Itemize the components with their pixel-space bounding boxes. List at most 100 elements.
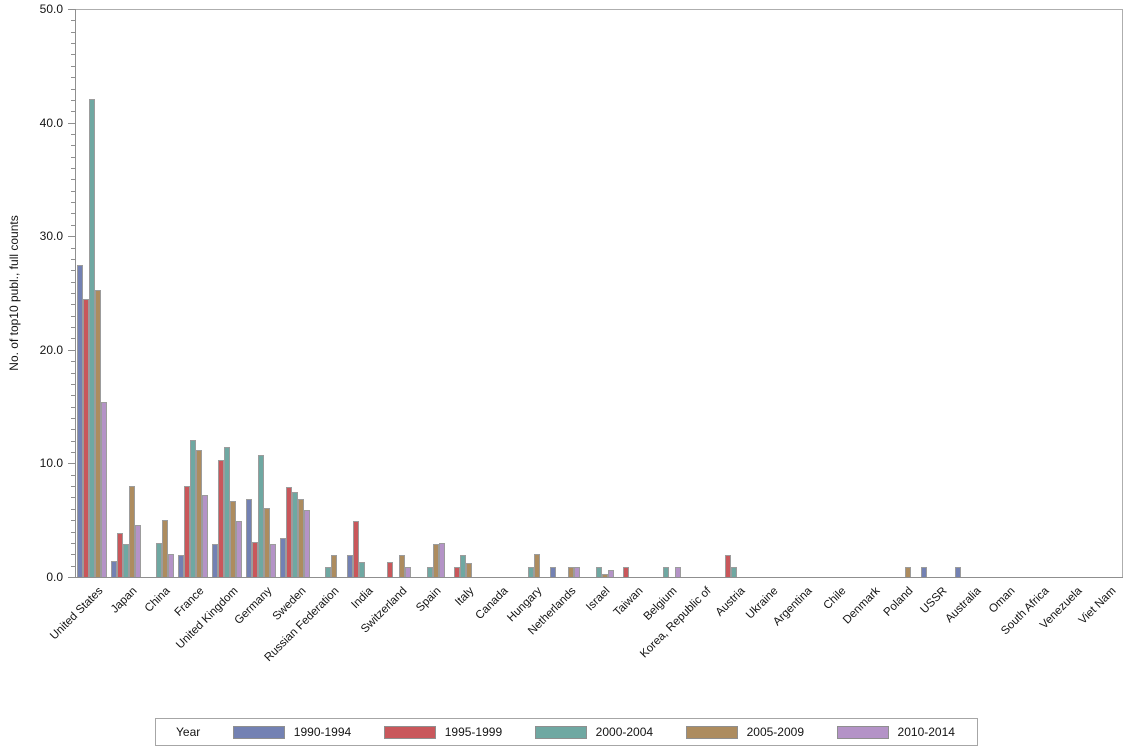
bar xyxy=(573,566,580,577)
y-minor-tick xyxy=(71,440,75,442)
bar xyxy=(466,563,473,577)
bar xyxy=(178,555,185,577)
bar xyxy=(94,289,101,577)
y-minor-tick xyxy=(71,338,75,340)
bar xyxy=(432,544,439,577)
y-minor-tick xyxy=(71,565,75,567)
legend-label: 2005-2009 xyxy=(746,725,804,739)
x-axis-label: Israel xyxy=(583,585,612,614)
y-minor-tick xyxy=(71,54,75,56)
y-minor-tick xyxy=(71,65,75,67)
x-axis-label: United States xyxy=(48,585,106,643)
bar xyxy=(251,541,258,577)
legend-swatch xyxy=(836,725,889,739)
bar xyxy=(663,566,670,577)
y-minor-tick xyxy=(71,531,75,533)
legend-label: 2010-2014 xyxy=(897,725,955,739)
bar xyxy=(404,566,411,577)
y-major-tick xyxy=(68,122,75,124)
y-minor-tick xyxy=(71,327,75,329)
x-axis-label: USSR xyxy=(918,585,950,617)
y-minor-tick xyxy=(71,190,75,192)
y-minor-tick xyxy=(71,99,75,101)
bar xyxy=(134,524,141,577)
x-axis-label: Japan xyxy=(108,585,140,616)
y-minor-tick xyxy=(71,417,75,419)
bar xyxy=(438,542,445,577)
legend-item: 2010-2014 xyxy=(836,725,955,739)
bar xyxy=(595,566,602,577)
y-minor-tick xyxy=(71,145,75,147)
y-minor-tick xyxy=(71,213,75,215)
bar xyxy=(601,574,608,577)
bar xyxy=(82,298,89,577)
y-minor-tick xyxy=(71,202,75,204)
y-minor-tick xyxy=(71,133,75,135)
bar xyxy=(359,562,366,577)
bar xyxy=(122,544,129,577)
bar xyxy=(128,486,135,577)
x-axis-line xyxy=(75,577,1123,578)
y-minor-tick xyxy=(71,508,75,510)
legend-label: 2000-2004 xyxy=(595,725,654,739)
legend-label: 1995-1999 xyxy=(444,725,503,739)
legend-item: 1995-1999 xyxy=(383,725,503,739)
bar xyxy=(223,447,230,577)
legend: Year 1990-1994 1995-1999 2000-2004 2005-200… xyxy=(155,718,978,746)
legend-swatch xyxy=(685,725,738,739)
y-minor-tick xyxy=(71,224,75,226)
y-axis-line xyxy=(75,9,76,578)
y-minor-tick xyxy=(71,31,75,33)
bar xyxy=(110,561,117,577)
y-minor-tick xyxy=(71,247,75,249)
y-major-tick xyxy=(68,236,75,238)
y-axis-title: No. of top10 publ., full counts xyxy=(7,215,21,371)
legend-item: 2000-2004 xyxy=(534,725,654,739)
bar xyxy=(76,264,83,577)
y-minor-tick xyxy=(71,372,75,374)
legend-label: 1990-1994 xyxy=(293,725,352,739)
bar xyxy=(527,566,534,577)
y-minor-tick xyxy=(71,406,75,408)
bar xyxy=(905,566,912,577)
y-minor-tick xyxy=(71,77,75,79)
bar xyxy=(190,439,197,577)
y-minor-tick xyxy=(71,395,75,397)
bar xyxy=(567,566,574,577)
y-minor-tick xyxy=(71,281,75,283)
x-axis-label: Oman xyxy=(986,585,1018,616)
y-minor-tick xyxy=(71,304,75,306)
x-axis-label: Spain xyxy=(413,585,444,615)
y-minor-tick xyxy=(71,111,75,113)
bar xyxy=(353,521,360,577)
bar xyxy=(291,491,298,577)
bar xyxy=(454,566,461,577)
y-minor-tick xyxy=(71,452,75,454)
y-minor-tick xyxy=(71,497,75,499)
y-minor-tick xyxy=(71,429,75,431)
y-axis-tick-label: 40.0 xyxy=(39,115,63,130)
bar xyxy=(156,542,163,577)
bar xyxy=(269,544,276,577)
bar xyxy=(196,449,203,577)
y-axis-tick-label: 20.0 xyxy=(39,342,63,357)
bar xyxy=(116,532,123,577)
legend-title: Year xyxy=(176,725,201,739)
bar xyxy=(921,566,928,577)
y-major-tick xyxy=(68,349,75,351)
y-major-tick xyxy=(68,463,75,465)
bar xyxy=(263,507,270,577)
bar xyxy=(202,495,209,577)
y-axis-tick-label: 10.0 xyxy=(39,456,63,471)
bar xyxy=(607,570,614,577)
plot-right-border xyxy=(1122,9,1123,578)
y-minor-tick xyxy=(71,270,75,272)
y-minor-tick xyxy=(71,542,75,544)
y-minor-tick xyxy=(71,88,75,90)
y-minor-tick xyxy=(71,474,75,476)
y-major-tick xyxy=(68,9,75,10)
bar xyxy=(285,487,292,577)
bar xyxy=(100,402,107,577)
legend-swatch xyxy=(232,725,285,739)
y-minor-tick xyxy=(71,258,75,260)
